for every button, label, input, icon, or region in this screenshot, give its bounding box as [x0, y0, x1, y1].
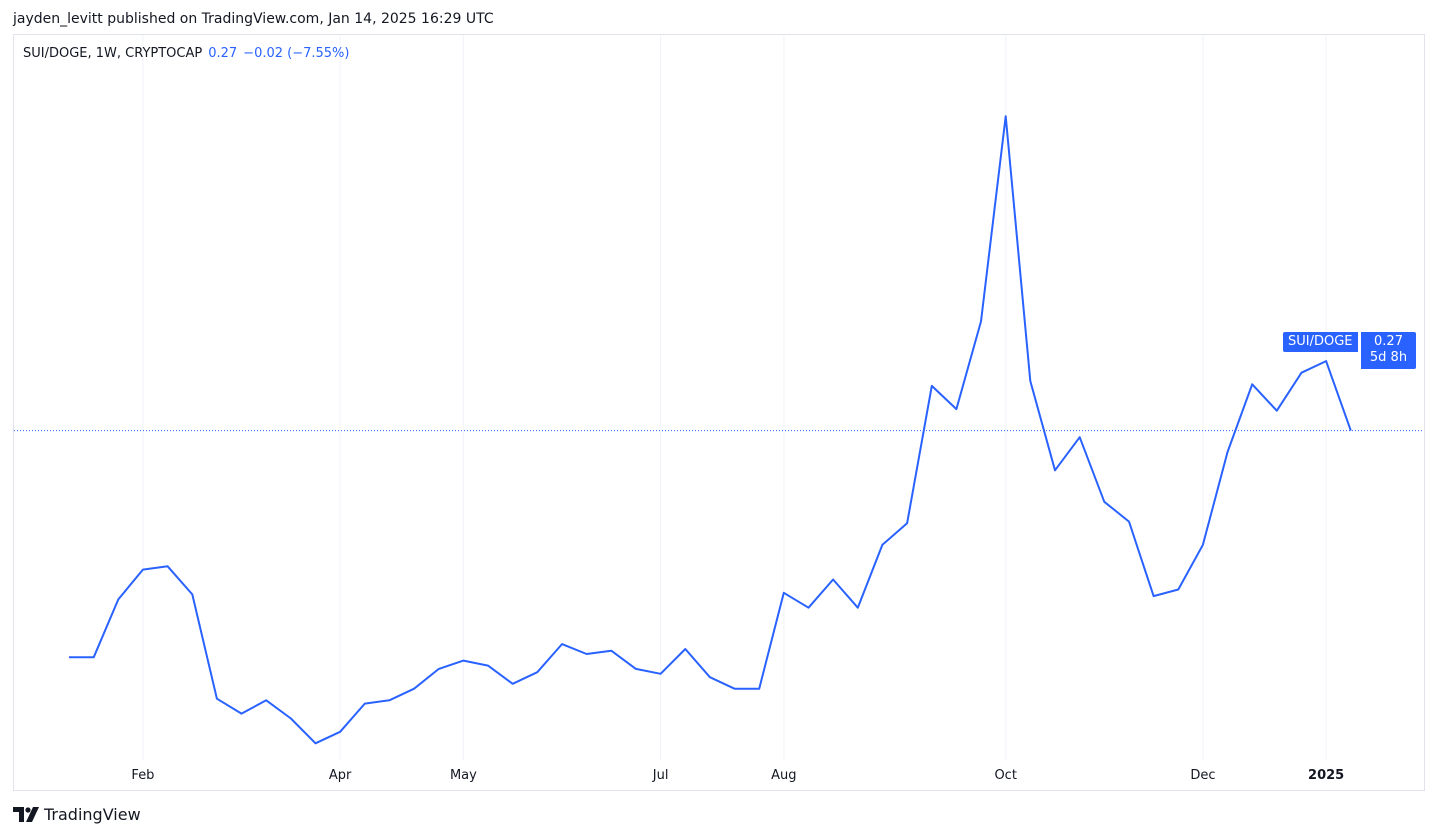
data-point — [486, 664, 490, 668]
data-point — [683, 647, 687, 651]
data-point — [1053, 468, 1057, 472]
data-point — [954, 407, 958, 411]
x-tick-label-jul: Jul — [652, 768, 669, 783]
x-tick-label-2025: 2025 — [1308, 768, 1344, 783]
tradingview-logo-icon — [13, 807, 39, 822]
data-point — [1127, 520, 1131, 524]
data-point — [264, 698, 268, 702]
data-point — [511, 682, 515, 686]
data-point — [1004, 114, 1008, 118]
data-point — [930, 384, 934, 388]
series-line-sui-doge[interactable] — [69, 115, 1352, 745]
x-tick-label-feb: Feb — [131, 768, 154, 783]
data-point — [412, 687, 416, 691]
data-point — [1226, 450, 1230, 454]
data-point — [979, 319, 983, 323]
data-point — [708, 675, 712, 679]
data-point — [215, 697, 219, 701]
data-point — [634, 667, 638, 671]
x-tick-label-aug: Aug — [771, 768, 796, 783]
data-point — [733, 687, 737, 691]
data-point — [757, 687, 761, 691]
x-tick-label-dec: Dec — [1190, 768, 1215, 783]
data-point — [190, 592, 194, 596]
data-point — [659, 672, 663, 676]
published-by-line: jayden_levitt published on TradingView.c… — [13, 11, 494, 27]
x-tick-label-oct: Oct — [994, 768, 1016, 783]
bar-time-remaining: 5d 8h — [1369, 350, 1408, 365]
data-point — [1201, 543, 1205, 547]
legend-value: 0.27 — [208, 46, 238, 61]
data-point — [141, 568, 145, 572]
x-tick-label-may: May — [450, 768, 477, 783]
data-point — [1324, 359, 1328, 363]
legend-symbol: SUI/DOGE, 1W, CRYPTOCAP — [23, 46, 203, 61]
data-point — [1152, 594, 1156, 598]
data-point — [1275, 409, 1279, 413]
tradingview-brand-name: TradingView — [44, 805, 141, 824]
grid-lines — [142, 35, 1327, 760]
data-point — [1028, 379, 1032, 383]
data-point — [1349, 429, 1353, 433]
data-point — [560, 642, 564, 646]
legend-change: −0.02 (−7.55%) — [243, 46, 350, 61]
data-points — [67, 114, 1353, 745]
data-point — [363, 702, 367, 706]
x-tick-label-apr: Apr — [329, 768, 352, 783]
data-point — [338, 730, 342, 734]
data-point — [437, 667, 441, 671]
chart-pane[interactable] — [13, 34, 1425, 791]
data-point — [585, 652, 589, 656]
data-point — [461, 659, 465, 663]
data-point — [92, 655, 96, 659]
data-point — [314, 741, 318, 745]
data-point — [609, 649, 613, 653]
symbol-legend[interactable]: SUI/DOGE, 1W, CRYPTOCAP 0.27 −0.02 (−7.55%… — [23, 45, 349, 63]
series-name-label: SUI/DOGE — [1283, 332, 1358, 352]
data-point — [905, 521, 909, 525]
data-point — [67, 655, 71, 659]
data-point — [831, 578, 835, 582]
data-point — [1078, 435, 1082, 439]
last-price-label: 0.27 5d 8h — [1361, 332, 1416, 369]
last-price-value: 0.27 — [1374, 334, 1403, 349]
data-point — [240, 712, 244, 716]
data-point — [856, 606, 860, 610]
data-point — [289, 717, 293, 721]
data-point — [166, 564, 170, 568]
data-point — [1300, 371, 1304, 375]
data-point — [1250, 382, 1254, 386]
data-point — [535, 670, 539, 674]
x-axis-ticks: Feb Apr May Jul Aug Oct Dec 2025 — [131, 768, 1344, 783]
data-point — [807, 606, 811, 610]
tradingview-logo[interactable]: TradingView — [13, 805, 141, 824]
data-point — [782, 591, 786, 595]
data-point — [387, 698, 391, 702]
data-point — [1176, 588, 1180, 592]
data-point — [116, 597, 120, 601]
data-point — [1102, 500, 1106, 504]
data-point — [880, 543, 884, 547]
